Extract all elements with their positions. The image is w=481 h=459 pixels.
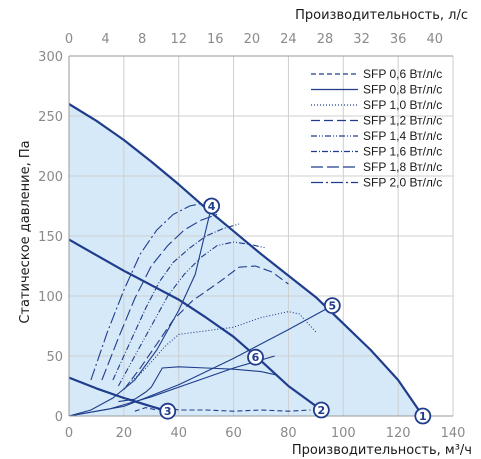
legend-label: SFP 1,0 Вт/л/с — [363, 98, 442, 112]
fan-curves — [68, 103, 424, 417]
x2-tick-label: 24 — [280, 32, 297, 47]
operating-points: 1 2 3 4 5 6 — [159, 197, 432, 425]
x-tick-label: 20 — [116, 426, 133, 441]
operating-point-1: 1 — [414, 407, 432, 425]
x-tick-label: 60 — [225, 426, 242, 441]
legend-entry-3: SFP 1,0 Вт/л/с — [311, 98, 442, 112]
y-tick-label: 250 — [38, 110, 63, 125]
sfp-series-line-3 — [128, 311, 317, 383]
operating-point-2: 2 — [312, 401, 330, 419]
legend-entry-2: SFP 0,8 Вт/л/с — [311, 83, 442, 97]
y-tick-label: 300 — [38, 50, 63, 65]
x2-axis-title: Производительность, л/с — [295, 8, 468, 23]
operating-point-marker — [312, 401, 330, 419]
x2-tick-label: 32 — [353, 32, 370, 47]
x2-tick-label: 12 — [170, 32, 187, 47]
legend-label: SFP 1,6 Вт/л/с — [363, 145, 442, 159]
x2-tick-label: 8 — [138, 32, 146, 47]
legend-label: SFP 0,6 Вт/л/с — [363, 67, 442, 81]
x-axis-title: Производительность, м³/ч — [292, 443, 472, 458]
operating-area-fill — [69, 104, 423, 416]
sfp-curves — [90, 201, 317, 412]
operating-point-label: 4 — [208, 200, 216, 213]
legend-entry-5: SFP 1,4 Вт/л/с — [311, 129, 442, 143]
x-tick-label: 40 — [170, 426, 187, 441]
x2-tick-label: 16 — [207, 32, 224, 47]
legend-entry-7: SFP 1,8 Вт/л/с — [311, 160, 442, 174]
legend-entry-8: SFP 2,0 Вт/л/с — [311, 176, 442, 190]
fan-curve-2 — [68, 238, 322, 411]
operating-point-6: 6 — [247, 348, 264, 366]
sfp-series-line-7 — [101, 213, 218, 381]
sfp-series-line-4 — [123, 265, 289, 390]
x2-tick-label: 40 — [426, 32, 443, 47]
system-curve-1 — [68, 205, 213, 417]
y-tick-label: 50 — [46, 350, 63, 365]
x2-tick-label: 4 — [101, 32, 109, 47]
legend-label: SFP 1,4 Вт/л/с — [363, 129, 442, 143]
system-curves — [68, 205, 333, 417]
system-curve-3 — [68, 355, 275, 417]
x-tick-label: 100 — [331, 426, 356, 441]
operating-point-marker — [203, 197, 221, 215]
operating-point-marker — [323, 297, 341, 315]
axes — [68, 55, 453, 417]
x-tick-label: 120 — [386, 426, 411, 441]
operating-point-marker — [159, 402, 177, 420]
operating-point-label: 2 — [318, 404, 326, 417]
x-tick-label: 140 — [441, 426, 466, 441]
sfp-series-line-2 — [118, 366, 278, 403]
fan-curve-3 — [68, 376, 169, 413]
operating-point-5: 5 — [323, 297, 341, 315]
legend-label: SFP 1,2 Вт/л/с — [363, 114, 442, 128]
sfp-series-line-5 — [117, 241, 267, 387]
legend-label: SFP 1,8 Вт/л/с — [363, 160, 442, 174]
x2-tick-label: 0 — [65, 32, 73, 47]
operating-point-label: 6 — [252, 351, 260, 364]
x2-tick-label: 36 — [390, 32, 407, 47]
operating-point-label: 5 — [328, 300, 336, 313]
y-tick-label: 200 — [38, 170, 63, 185]
operating-point-label: 1 — [419, 410, 427, 423]
operating-point-3: 3 — [159, 402, 177, 420]
y-axis-title: Статическое давление, Па — [18, 140, 33, 323]
y-tick-label: 0 — [55, 410, 63, 425]
legend-entry-6: SFP 1,6 Вт/л/с — [311, 145, 442, 159]
x-tick-label: 0 — [65, 426, 73, 441]
sfp-series-line-1 — [134, 407, 311, 412]
operating-point-marker — [247, 348, 264, 366]
legend-label: SFP 2,0 Вт/л/с — [363, 176, 442, 190]
legend-label: SFP 0,8 Вт/л/с — [363, 83, 442, 97]
x2-tick-label: 20 — [244, 32, 261, 47]
legend-entry-1: SFP 0,6 Вт/л/с — [311, 67, 442, 81]
operating-area — [69, 104, 423, 416]
sfp-series-line-8 — [90, 201, 207, 381]
legend-entry-4: SFP 1,2 Вт/л/с — [311, 114, 442, 128]
y-tick-label: 100 — [38, 290, 63, 305]
operating-point-label: 3 — [164, 405, 172, 418]
operating-point-4: 4 — [203, 197, 221, 215]
fan-curve-1 — [68, 103, 424, 417]
y-tick-label: 150 — [38, 230, 63, 245]
operating-point-marker — [414, 407, 432, 425]
x-tick-label: 80 — [280, 426, 297, 441]
x2-tick-label: 28 — [317, 32, 334, 47]
sfp-series-line-6 — [112, 223, 240, 381]
